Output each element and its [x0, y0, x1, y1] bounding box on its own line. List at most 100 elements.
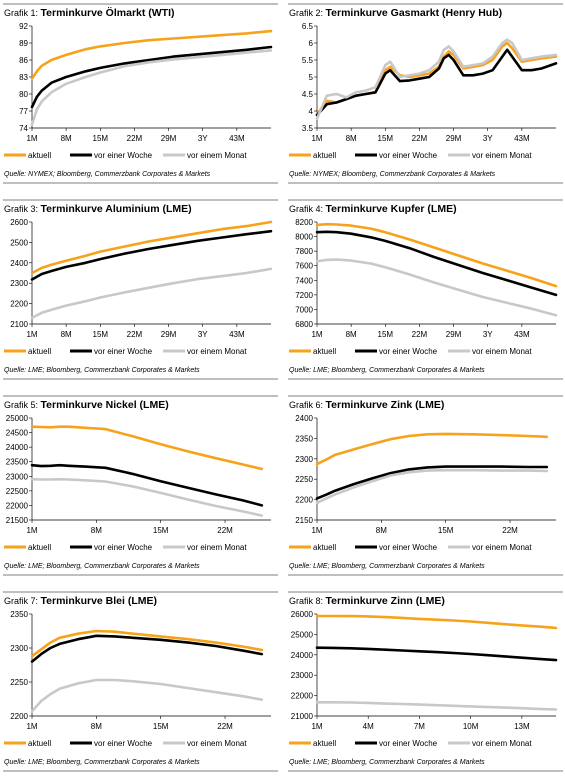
- x-tick-label: 8M: [376, 526, 387, 535]
- x-tick-label: 15M: [153, 526, 169, 535]
- legend-label: aktuell: [28, 151, 51, 160]
- y-tick-label: 74: [19, 124, 28, 133]
- series-line-woche: [30, 634, 264, 663]
- y-tick-label: 2150: [295, 516, 313, 525]
- x-tick-label: 43M: [229, 134, 245, 143]
- x-tick-label: 1M: [26, 722, 37, 731]
- series-line-aktuell: [30, 629, 264, 658]
- chart-panel-4: Grafik 4: Terminkurve Kupfer (LME) 6800 70…: [285, 196, 565, 386]
- chart-panel-7: Grafik 7: Terminkurve Blei (LME) 2200 2250…: [0, 588, 280, 778]
- legend-label: vor einem Monat: [187, 151, 247, 160]
- series-line-monat: [30, 477, 264, 517]
- y-tick-label: 7400: [295, 276, 313, 285]
- legend-label: aktuell: [28, 739, 51, 748]
- x-tick-label: 22M: [127, 330, 143, 339]
- y-tick-label: 2300: [10, 644, 28, 653]
- series-line-aktuell: [30, 220, 273, 275]
- legend-label: aktuell: [28, 543, 51, 552]
- x-tick-label: 15M: [438, 526, 454, 535]
- x-tick-label: 22M: [127, 134, 143, 143]
- y-tick-label: 80: [19, 90, 28, 99]
- y-tick-label: 5: [309, 73, 314, 82]
- y-tick-label: 3.5: [302, 124, 314, 133]
- series-line-aktuell: [315, 41, 558, 116]
- y-tick-label: 2350: [10, 610, 28, 619]
- series-line-woche: [315, 230, 558, 297]
- x-tick-label: 4M: [363, 722, 374, 731]
- chart-title: Grafik 4: Terminkurve Kupfer (LME): [289, 203, 457, 215]
- y-tick-label: 4: [309, 107, 314, 116]
- x-tick-label: 8M: [61, 134, 72, 143]
- x-tick-label: 7M: [414, 722, 425, 731]
- legend-label: vor einer Woche: [379, 347, 438, 356]
- legend-label: vor einer Woche: [379, 151, 438, 160]
- legend-label: vor einer Woche: [94, 739, 153, 748]
- legend-label: aktuell: [313, 347, 336, 356]
- y-tick-label: 77: [19, 107, 28, 116]
- source-note: Quelle: LME; Bloomberg, Commerzbank Corp…: [289, 759, 485, 766]
- source-note: Quelle: NYMEX; Bloomberg, Commerzbank Co…: [289, 171, 496, 178]
- y-tick-label: 2350: [295, 434, 313, 443]
- legend-label: aktuell: [313, 543, 336, 552]
- series-line-aktuell: [30, 29, 273, 80]
- y-tick-label: 24500: [6, 429, 29, 438]
- x-tick-label: 22M: [412, 330, 428, 339]
- y-tick-label: 92: [19, 22, 28, 31]
- x-tick-label: 1M: [311, 330, 322, 339]
- x-tick-label: 29M: [446, 134, 462, 143]
- series-line-woche: [315, 646, 558, 662]
- chart-panel-2: Grafik 2: Terminkurve Gasmarkt (Henry Hu…: [285, 0, 565, 190]
- x-tick-label: 1M: [311, 722, 322, 731]
- legend-label: vor einem Monat: [472, 347, 532, 356]
- x-tick-label: 1M: [311, 526, 322, 535]
- y-tick-label: 2300: [10, 279, 28, 288]
- x-tick-label: 8M: [346, 330, 357, 339]
- y-tick-label: 6.5: [302, 22, 314, 31]
- y-tick-label: 86: [19, 56, 28, 65]
- chart-1: Grafik 1: Terminkurve Ölmarkt (WTI) 74 77 8…: [3, 3, 278, 184]
- legend-label: vor einer Woche: [94, 543, 153, 552]
- series-line-monat: [315, 701, 558, 711]
- y-tick-label: 23500: [6, 458, 29, 467]
- y-tick-label: 21500: [6, 516, 29, 525]
- series-line-woche: [30, 229, 273, 281]
- chart-title: Grafik 3: Terminkurve Aluminium (LME): [4, 203, 192, 215]
- y-tick-label: 2300: [295, 455, 313, 464]
- y-tick-label: 24000: [291, 651, 314, 660]
- chart-2: Grafik 2: Terminkurve Gasmarkt (Henry Hu…: [288, 3, 563, 184]
- series-line-woche: [30, 45, 273, 109]
- legend-label: aktuell: [28, 347, 51, 356]
- chart-panel-8: Grafik 8: Terminkurve Zinn (LME) 21000 220…: [285, 588, 565, 778]
- legend-label: vor einem Monat: [472, 739, 532, 748]
- x-tick-label: 29M: [161, 330, 177, 339]
- y-tick-label: 2400: [10, 259, 28, 268]
- x-tick-label: 43M: [514, 134, 530, 143]
- chart-title: Grafik 2: Terminkurve Gasmarkt (Henry Hu…: [289, 7, 502, 19]
- x-tick-label: 3Y: [483, 134, 493, 143]
- y-tick-label: 2100: [10, 320, 28, 329]
- legend-label: vor einem Monat: [472, 543, 532, 552]
- y-tick-label: 22000: [6, 501, 29, 510]
- x-tick-label: 22M: [412, 134, 428, 143]
- source-note: Quelle: NYMEX; Bloomberg, Commerzbank Co…: [4, 171, 211, 178]
- y-tick-label: 2200: [10, 300, 28, 309]
- y-tick-label: 2250: [10, 678, 28, 687]
- y-tick-label: 2600: [10, 218, 28, 227]
- chart-panel-5: Grafik 5: Terminkurve Nickel (LME) 21500 2…: [0, 392, 280, 582]
- chart-8: Grafik 8: Terminkurve Zinn (LME) 21000 220…: [288, 591, 563, 772]
- chart-panel-1: Grafik 1: Terminkurve Ölmarkt (WTI) 74 77 8…: [0, 0, 280, 190]
- x-tick-label: 1M: [26, 330, 37, 339]
- legend-label: aktuell: [313, 739, 336, 748]
- legend-label: vor einem Monat: [472, 151, 532, 160]
- chart-7: Grafik 7: Terminkurve Blei (LME) 2200 2250…: [3, 591, 278, 772]
- y-tick-label: 21000: [291, 712, 314, 721]
- chart-4: Grafik 4: Terminkurve Kupfer (LME) 6800 70…: [288, 199, 563, 380]
- chart-6: Grafik 6: Terminkurve Zink (LME) 2150 2200…: [288, 395, 563, 576]
- x-tick-label: 3Y: [198, 134, 208, 143]
- x-tick-label: 8M: [91, 526, 102, 535]
- y-tick-label: 26000: [291, 610, 314, 619]
- y-tick-label: 22500: [6, 487, 29, 496]
- y-tick-label: 7200: [295, 291, 313, 300]
- legend-label: vor einem Monat: [187, 739, 247, 748]
- legend-label: vor einem Monat: [187, 543, 247, 552]
